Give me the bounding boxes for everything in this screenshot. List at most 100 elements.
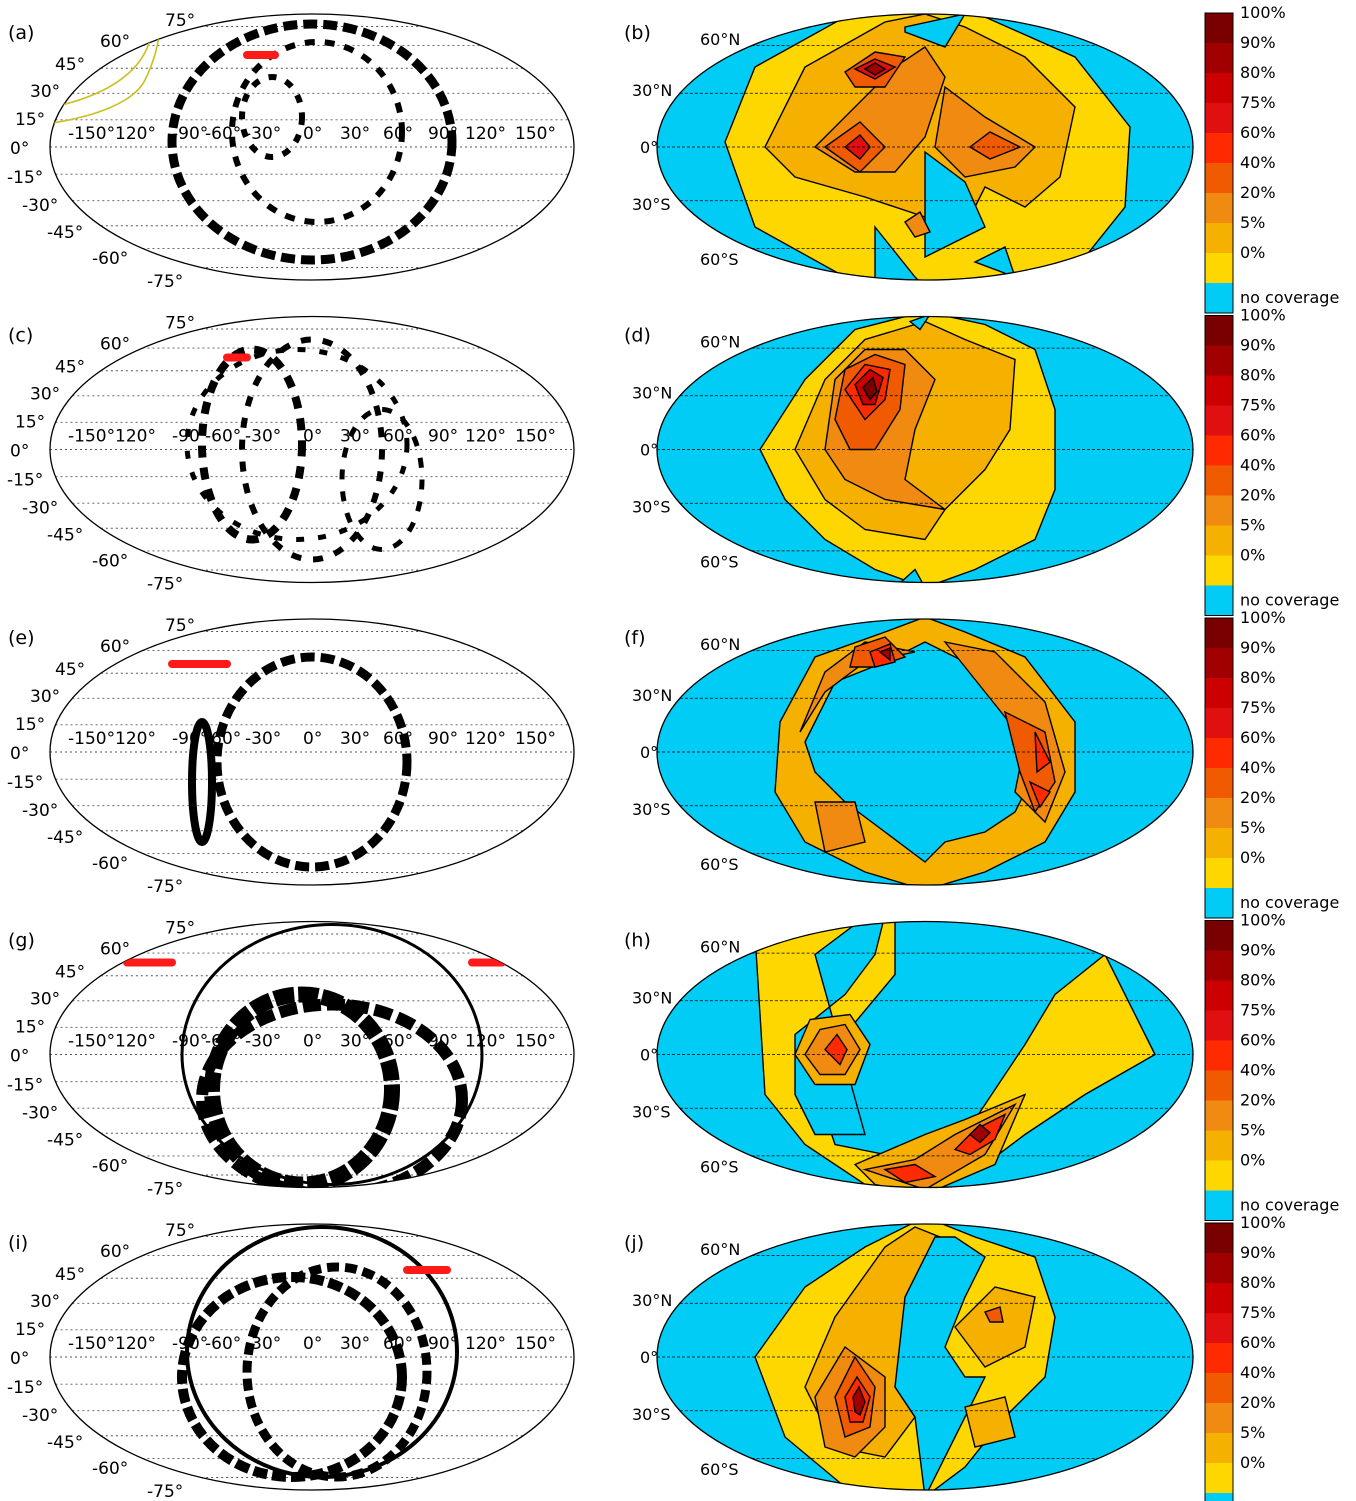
lat-label: 30°S (632, 800, 671, 819)
colorbar-swatch (1205, 618, 1233, 648)
observation-markers (196, 998, 468, 1188)
lon-label: 90° (428, 1032, 458, 1052)
contour-region (954, 1286, 1036, 1368)
colorbar-swatch (1205, 495, 1233, 526)
observation-markers (188, 718, 216, 846)
lat-label: -75° (147, 272, 183, 292)
colorbar-swatch (1205, 1253, 1233, 1283)
colorbar-label: 75% (1240, 396, 1276, 415)
lon-label: -60° (205, 427, 241, 447)
colorbar-swatch (1205, 1223, 1233, 1253)
panel-label: (h) (624, 930, 651, 952)
track-line (50, 14, 163, 130)
lon-label: 90° (428, 427, 458, 447)
lon-label: -90° (172, 124, 208, 144)
colorbar-label: 5% (1240, 1121, 1265, 1140)
observation-markers (229, 39, 405, 225)
colorbar-label: 80% (1240, 63, 1276, 82)
lon-label: -30° (245, 427, 281, 447)
colorbar-swatch (1205, 1130, 1233, 1161)
lon-label: 0° (303, 124, 322, 144)
colorbar-swatch (1205, 585, 1233, 616)
contour-region (968, 1123, 992, 1144)
lat-label: 60°S (700, 1460, 739, 1479)
colorbar-label: 80% (1240, 668, 1276, 687)
colorbar-swatch (1205, 555, 1233, 586)
lon-label: 30° (340, 1334, 370, 1354)
lat-label: 30°N (632, 384, 672, 403)
panel-label: (i) (8, 1232, 28, 1254)
colorbar-swatch (1205, 1433, 1233, 1463)
ground-track (168, 652, 412, 872)
lat-label: 45° (55, 1265, 85, 1285)
lat-label: -75° (147, 575, 183, 595)
colorbar-label: 90% (1240, 638, 1276, 657)
lon-label: 120° (465, 1334, 506, 1354)
colorbar-swatch (1205, 1040, 1233, 1071)
colorbar-swatch (1205, 465, 1233, 496)
lat-label: -15° (7, 773, 43, 793)
lat-label: 30°N (632, 1291, 672, 1310)
colorbar-label: no coverage (1240, 893, 1339, 912)
colorbar-label: 90% (1240, 941, 1276, 960)
lat-label: 45° (55, 963, 85, 983)
colorbar-label: 75% (1240, 1303, 1276, 1322)
contour-region (1028, 780, 1052, 809)
colorbar: 100% 90% 80% 75% 60% 40% 20% 5% 0% no coverage (1204, 3, 1339, 314)
colorbar-swatch (1205, 1403, 1233, 1433)
lat-label: 0° (10, 1047, 29, 1067)
contour-region (863, 62, 887, 76)
colorbar-label: 90% (1240, 336, 1276, 355)
colorbar-label: 5% (1240, 516, 1265, 535)
colorbar: 100% 90% 80% 75% 60% 40% 20% 5% 0% no coverage (1204, 1213, 1339, 1501)
lat-label: -15° (7, 471, 43, 491)
panel-label: (a) (8, 22, 34, 44)
coverage-map-panel: (b) 60°N 30°N 0° 30°S 60°S 100% 90% 80% 75% 60% 40%… (624, 3, 1339, 314)
colorbar-swatch (1205, 345, 1233, 376)
lon-label: 0° (303, 729, 322, 749)
observation-markers (180, 923, 484, 1186)
colorbar-label: 20% (1240, 1091, 1276, 1110)
track-line (0, 0, 40, 95)
colorbar-swatch (1205, 1070, 1233, 1101)
lat-label: 0° (640, 1046, 658, 1065)
lat-label: 30° (30, 1292, 60, 1312)
lat-label: -75° (147, 1180, 183, 1200)
panel-label: (g) (8, 930, 35, 952)
lon-label: -90° (172, 729, 208, 749)
lat-label: 75° (165, 314, 195, 334)
lon-label: -150° (68, 729, 115, 749)
lat-label: -30° (22, 801, 58, 821)
colorbar-swatch (1205, 1283, 1233, 1313)
colorbar-swatch (1205, 283, 1233, 313)
colorbar-swatch (1205, 678, 1233, 708)
observation-markers (177, 1272, 407, 1482)
track-map-panel: (i) 75° 60° 45° 30° 15° 0° -15° -30° -45° -60° -75°… (7, 1221, 575, 1501)
ground-track (184, 336, 425, 563)
lat-label: -45° (47, 526, 83, 546)
colorbar-label: 40% (1240, 758, 1276, 777)
lon-label: 150° (515, 1032, 556, 1052)
colorbar-swatch (1205, 133, 1233, 163)
lon-label: -90° (172, 427, 208, 447)
colorbar-label: 0% (1240, 1453, 1265, 1472)
graticule (657, 650, 1193, 854)
colorbar: 100% 90% 80% 75% 60% 40% 20% 5% 0% no coverage (1204, 306, 1339, 616)
lat-label: 60°S (700, 250, 739, 269)
colorbar-label: 75% (1240, 698, 1276, 717)
graticule (657, 1255, 1193, 1459)
contour-region (973, 246, 1017, 279)
lon-label: 90° (428, 1334, 458, 1354)
colorbar-label: 0% (1240, 546, 1265, 565)
contour-region (904, 210, 931, 238)
lon-label: 0° (303, 1032, 322, 1052)
lat-label: 60°S (700, 855, 739, 874)
lat-label: 60°S (700, 553, 739, 572)
colorbar-swatch (1205, 223, 1233, 253)
panel-label: (j) (624, 1232, 644, 1254)
colorbar-label: 80% (1240, 971, 1276, 990)
colorbar-swatch (1205, 738, 1233, 768)
colorbar-swatch (1205, 828, 1233, 858)
colorbar-label: 100% (1240, 608, 1286, 627)
lon-label: 60° (383, 427, 413, 447)
